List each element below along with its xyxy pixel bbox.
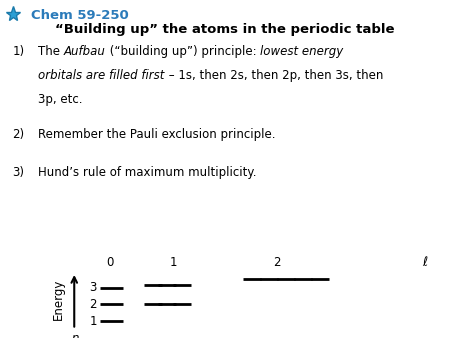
Text: 3): 3) <box>13 166 25 178</box>
Text: “Building up” the atoms in the periodic table: “Building up” the atoms in the periodic … <box>55 23 395 36</box>
Text: – 1s, then 2s, then 2p, then 3s, then: – 1s, then 2s, then 2p, then 3s, then <box>165 69 383 82</box>
Text: Hund’s rule of maximum multiplicity.: Hund’s rule of maximum multiplicity. <box>38 166 257 178</box>
Text: 1: 1 <box>170 256 177 269</box>
Text: The: The <box>38 45 64 57</box>
Text: Energy: Energy <box>52 279 65 320</box>
Text: (“building up”) principle:: (“building up”) principle: <box>106 45 260 57</box>
Text: ℓ: ℓ <box>423 256 428 269</box>
Text: 2: 2 <box>273 256 280 269</box>
Text: 2: 2 <box>89 298 97 311</box>
Text: 3: 3 <box>90 282 97 294</box>
Text: Remember the Pauli exclusion principle.: Remember the Pauli exclusion principle. <box>38 128 276 141</box>
Text: 2): 2) <box>13 128 25 141</box>
Text: 1): 1) <box>13 45 25 57</box>
Text: n: n <box>72 332 79 338</box>
Text: 3p, etc.: 3p, etc. <box>38 93 83 106</box>
Text: orbitals are filled first: orbitals are filled first <box>38 69 165 82</box>
Text: Aufbau: Aufbau <box>64 45 106 57</box>
Text: 1: 1 <box>89 315 97 328</box>
Text: Chem 59-250: Chem 59-250 <box>31 9 128 22</box>
Text: lowest energy: lowest energy <box>260 45 343 57</box>
Text: 0: 0 <box>107 256 114 269</box>
